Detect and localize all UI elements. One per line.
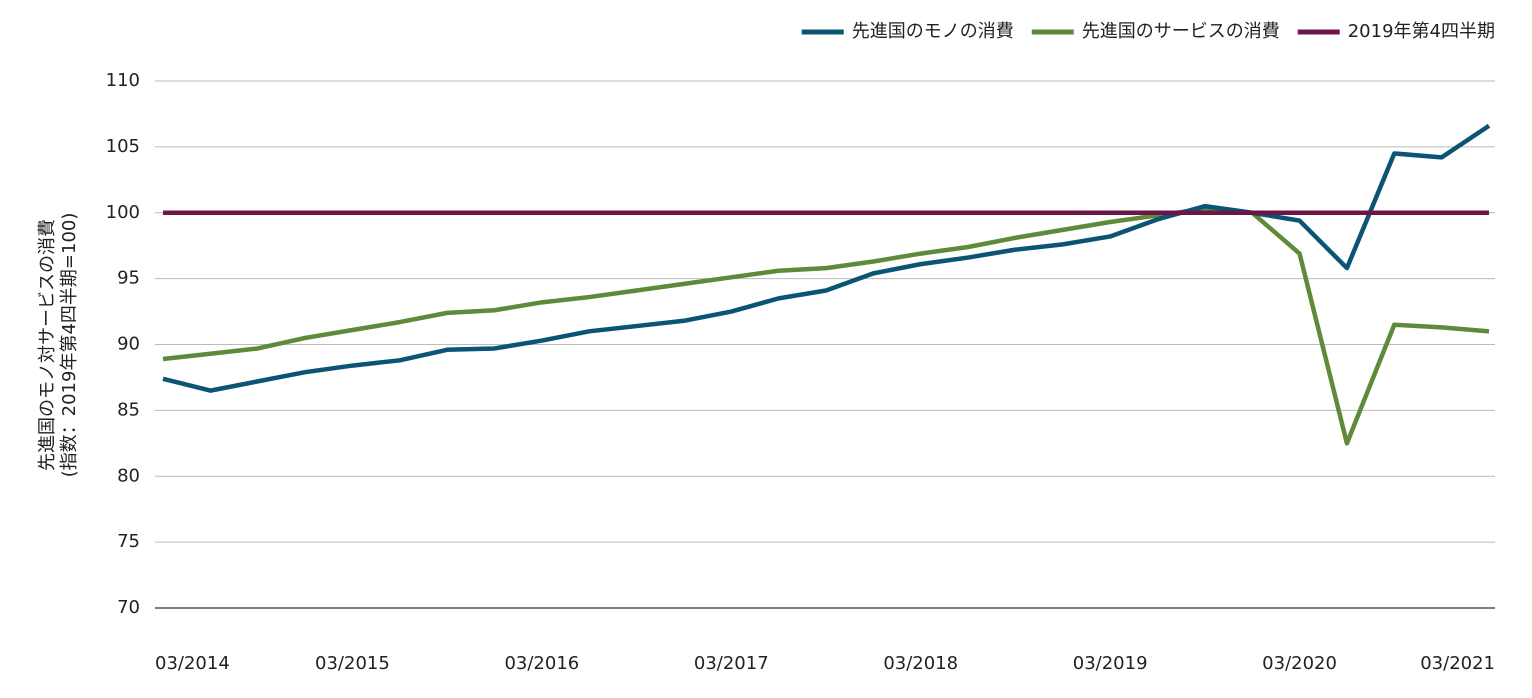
x-tick-label: 03/2016 (504, 653, 579, 674)
y-tick-label: 85 (117, 399, 140, 420)
y-tick-label: 100 (106, 202, 140, 223)
legend-label: 先進国のサービスの消費 (1082, 21, 1280, 42)
legend-label: 2019年第4四半期 (1348, 21, 1495, 42)
y-axis-title-line: (指数：2019年第4四半期=100) (59, 213, 80, 478)
y-axis-title: 先進国のモノ対サービスの消費 (指数：2019年第4四半期=100) (37, 213, 80, 478)
legend-label: 先進国のモノの消費 (852, 21, 1014, 42)
x-tick-label: 03/2015 (315, 653, 390, 674)
x-tick-label: 03/2014 (155, 653, 230, 674)
x-tick-label: 03/2021 (1420, 653, 1495, 674)
y-tick-label: 90 (117, 334, 140, 355)
series-line (162, 206, 1490, 446)
y-tick-label: 80 (117, 465, 140, 486)
y-tick-label: 95 (117, 268, 140, 289)
x-tick-label: 03/2019 (1073, 653, 1148, 674)
y-tick-label: 75 (117, 531, 140, 552)
y-axis-title-line: 先進国のモノ対サービスの消費 (37, 219, 58, 471)
y-tick-label: 110 (106, 70, 140, 91)
x-tick-label: 03/2018 (883, 653, 958, 674)
x-tick-label: 03/2020 (1262, 653, 1337, 674)
y-tick-label: 70 (117, 597, 140, 618)
x-tick-label: 03/2017 (694, 653, 769, 674)
y-tick-label: 105 (106, 136, 140, 157)
series-line (162, 123, 1491, 393)
